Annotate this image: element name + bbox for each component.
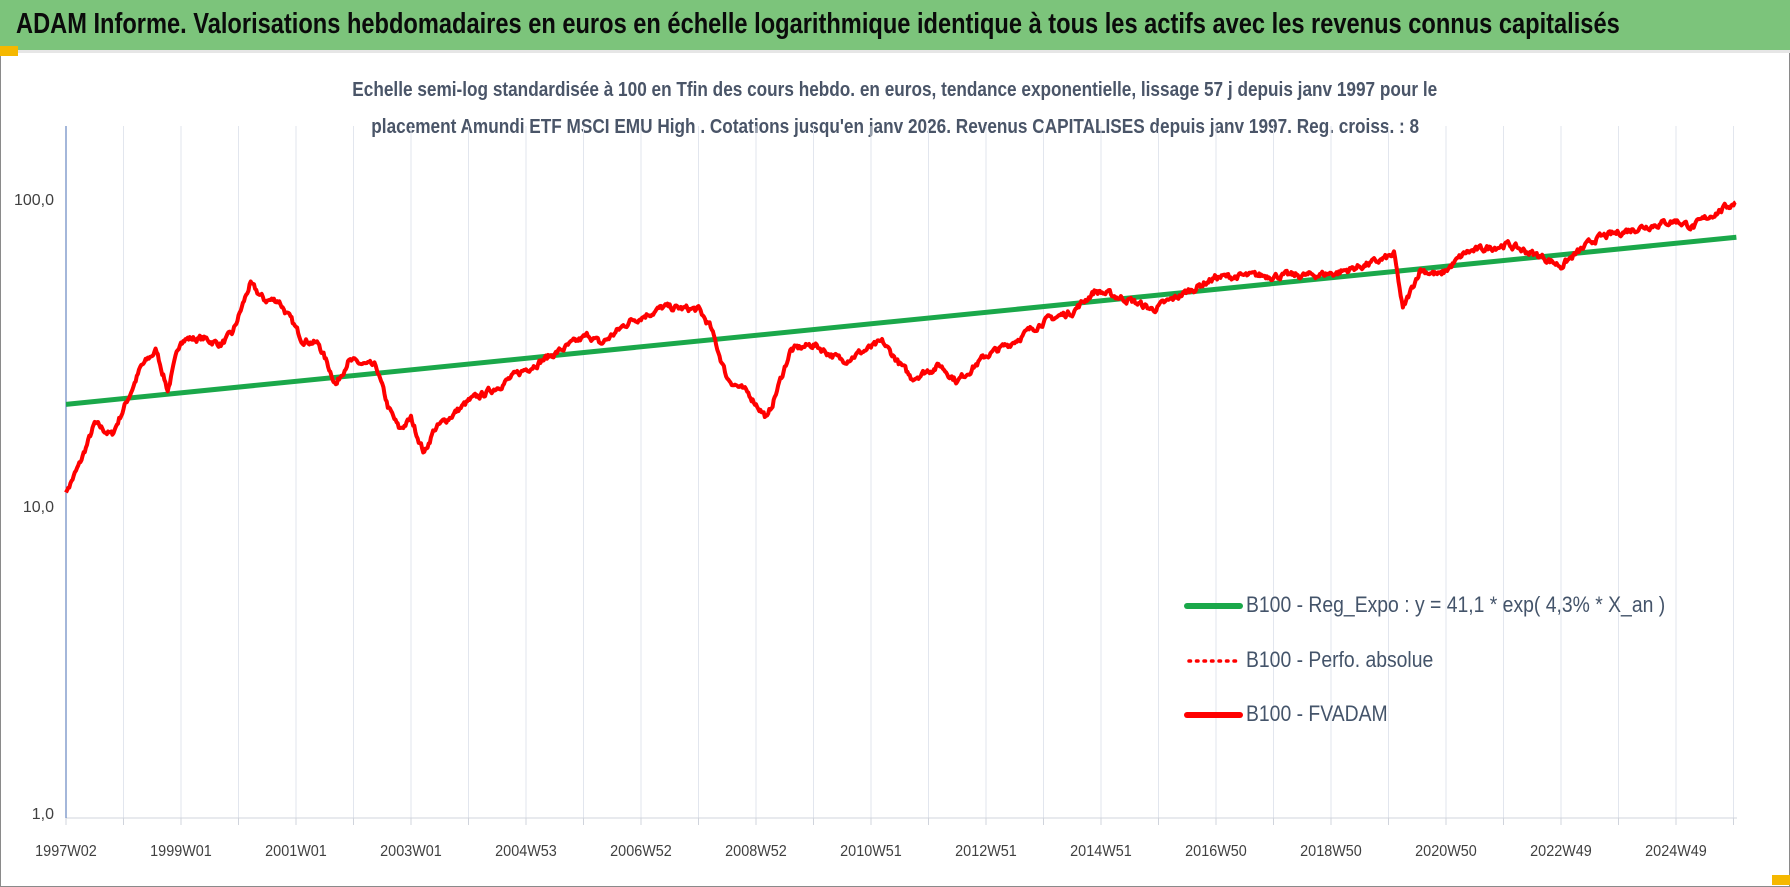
x-tick-label: 2008W52 [725, 843, 787, 860]
x-tick-label: 1997W02 [35, 843, 97, 860]
header-bar: ADAM Informe. Valorisations hebdomadaire… [0, 0, 1790, 53]
x-tick-label: 2012W51 [955, 843, 1017, 860]
y-tick-label: 10,0 [22, 499, 54, 516]
x-tick-label: 2003W01 [380, 843, 442, 860]
x-tick-label: 2022W49 [1530, 843, 1592, 860]
y-tick-label: 100,0 [13, 192, 54, 209]
x-tick-label: 2001W01 [265, 843, 327, 860]
corner-marker [1772, 875, 1790, 885]
chart-title-text: Echelle semi-log standardisée à 100 en T… [352, 79, 1438, 101]
regression-line [65, 234, 1737, 407]
legend-label-perfo: B100 - Perfo. absolue [1246, 647, 1434, 672]
x-tick-label: 2020W50 [1415, 843, 1477, 860]
chart-title-line-1: Echelle semi-log standardisée à 100 en T… [0, 79, 1790, 102]
corner-marker [0, 46, 18, 56]
x-tick-label: 2014W51 [1070, 843, 1132, 860]
x-tick-label: 2016W50 [1185, 843, 1247, 860]
header-title: ADAM Informe. Valorisations hebdomadaire… [16, 8, 1620, 40]
x-tick-label: 1999W01 [150, 843, 212, 860]
x-tick-label: 2006W52 [610, 843, 672, 860]
y-tick-label: 1,0 [31, 806, 54, 823]
x-tick-label: 2024W49 [1645, 843, 1707, 860]
chart-title-text: placement Amundi ETF MSCI EMU High . Cot… [371, 116, 1419, 138]
x-tick-label: 2018W50 [1300, 843, 1362, 860]
x-tick-label: 2004W53 [495, 843, 557, 860]
fvadam-line [64, 200, 1737, 494]
x-tick-label: 2010W51 [840, 843, 902, 860]
chart-title-line-2: placement Amundi ETF MSCI EMU High . Cot… [0, 116, 1790, 139]
legend-label-regression: B100 - Reg_Expo : y = 41,1 * exp( 4,3% *… [1246, 592, 1666, 617]
legend-label-fvadam: B100 - FVADAM [1246, 701, 1388, 726]
